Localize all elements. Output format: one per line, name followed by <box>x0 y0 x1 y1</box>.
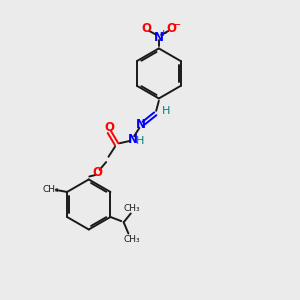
Text: O: O <box>142 22 152 35</box>
Text: +: + <box>159 28 166 38</box>
Text: N: N <box>136 118 146 131</box>
Text: −: − <box>172 20 181 30</box>
Text: CH₃: CH₃ <box>43 184 59 194</box>
Text: O: O <box>166 22 176 35</box>
Text: N: N <box>154 31 164 44</box>
Text: H: H <box>136 136 145 146</box>
Text: CH₃: CH₃ <box>124 235 140 244</box>
Text: H: H <box>161 106 170 116</box>
Text: CH₃: CH₃ <box>124 204 140 213</box>
Text: O: O <box>104 122 114 134</box>
Text: O: O <box>92 166 102 178</box>
Text: N: N <box>128 133 138 146</box>
